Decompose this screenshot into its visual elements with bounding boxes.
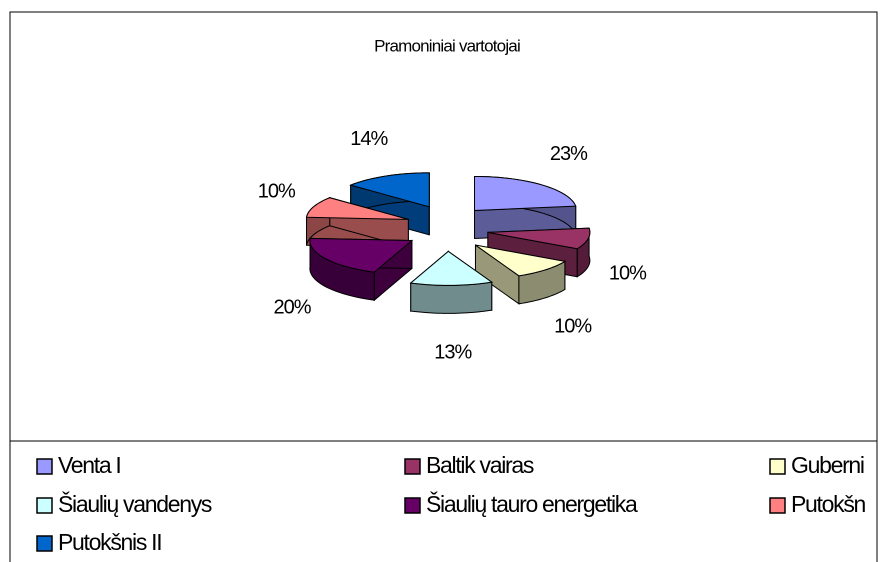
- data-label: 10%: [554, 315, 592, 337]
- legend-swatch: [769, 458, 786, 475]
- slice: [349, 172, 430, 236]
- legend-label: Šiaulių tauro energetika: [426, 490, 638, 517]
- legend-label: Venta I: [58, 452, 121, 478]
- slice-top: [309, 237, 414, 273]
- legend-swatch: [404, 497, 421, 514]
- slice-top: [474, 175, 577, 211]
- legend-label: Šiaulių vandenys: [58, 490, 212, 517]
- legend-label: Baltik vairas: [426, 452, 534, 478]
- data-label: 10%: [258, 180, 296, 202]
- legend-swatch: [36, 497, 53, 514]
- slice-side: [410, 281, 493, 314]
- data-label: 23%: [550, 143, 588, 165]
- data-label: 13%: [434, 342, 472, 364]
- slice-top: [409, 250, 494, 286]
- slice-top: [475, 244, 567, 277]
- legend-swatch: [769, 497, 786, 514]
- slice-top: [349, 172, 430, 208]
- legend: Venta I Baltik vairas Guberni Šiaulių vande…: [36, 452, 867, 555]
- legend-label: Guberni: [791, 452, 864, 478]
- slice-top: [305, 197, 409, 220]
- slice: [474, 244, 567, 305]
- pie: 23% 10% 10% 13% 20% 10% 14%: [258, 128, 648, 364]
- slice-top: [487, 227, 591, 250]
- chart-title: Pramoniniai vartotojai: [374, 36, 520, 55]
- legend-label: Putokšn: [791, 491, 866, 517]
- slice: [474, 175, 577, 239]
- data-label: 14%: [350, 128, 388, 150]
- legend-swatch: [36, 458, 53, 475]
- chart-border: [9, 11, 878, 562]
- slice: [409, 250, 494, 314]
- legend-swatch: [404, 458, 421, 475]
- legend-swatch: [36, 535, 53, 552]
- slice: [309, 237, 414, 302]
- legend-label: Putokšnis II: [58, 529, 161, 555]
- data-label: 20%: [273, 296, 311, 318]
- data-label: 10%: [609, 263, 647, 285]
